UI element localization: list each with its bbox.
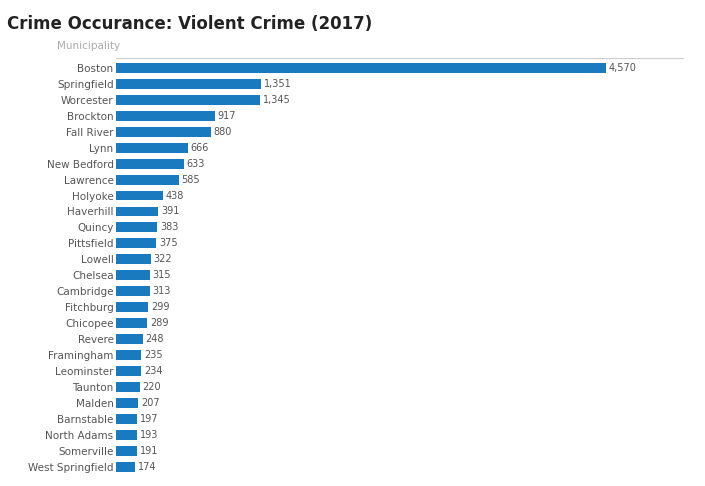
Text: 391: 391: [161, 207, 179, 216]
Text: 313: 313: [152, 286, 171, 296]
Bar: [116, 223, 157, 232]
Text: 322: 322: [154, 254, 172, 264]
Bar: [116, 366, 142, 376]
Bar: [116, 286, 150, 296]
Bar: [116, 430, 137, 440]
Bar: [116, 382, 140, 392]
Text: Crime Occurance: Violent Crime (2017): Crime Occurance: Violent Crime (2017): [7, 15, 372, 33]
Bar: [116, 191, 164, 200]
Text: 633: 633: [187, 158, 205, 169]
Text: 383: 383: [160, 223, 178, 232]
Text: 235: 235: [144, 350, 163, 360]
Bar: [116, 95, 260, 105]
Text: 207: 207: [141, 398, 160, 408]
Text: 375: 375: [159, 238, 178, 248]
Text: 315: 315: [153, 270, 171, 280]
Text: 917: 917: [217, 111, 235, 121]
Bar: [116, 63, 606, 73]
Bar: [116, 239, 157, 248]
Text: 220: 220: [142, 382, 161, 392]
Bar: [116, 462, 135, 471]
Bar: [116, 254, 151, 264]
Text: 1,345: 1,345: [263, 95, 290, 105]
Text: 197: 197: [140, 414, 159, 424]
Text: 191: 191: [140, 446, 158, 456]
Text: 248: 248: [145, 334, 164, 344]
Bar: [116, 302, 148, 312]
Text: 880: 880: [213, 127, 232, 137]
Bar: [116, 398, 138, 408]
Bar: [116, 207, 158, 216]
Bar: [116, 334, 143, 344]
Text: 299: 299: [151, 302, 169, 312]
Text: 4,570: 4,570: [608, 63, 636, 73]
Text: 174: 174: [137, 462, 156, 472]
Bar: [116, 143, 188, 153]
Text: 289: 289: [150, 318, 168, 328]
Bar: [116, 127, 211, 137]
Bar: [116, 350, 142, 360]
Bar: [116, 270, 150, 280]
Text: 1,351: 1,351: [264, 79, 291, 89]
Bar: [116, 79, 261, 89]
Text: 234: 234: [144, 366, 163, 376]
Text: 438: 438: [166, 191, 184, 201]
Bar: [116, 414, 137, 424]
Text: 193: 193: [140, 430, 158, 440]
Bar: [116, 174, 179, 185]
Text: 585: 585: [182, 174, 200, 185]
Bar: [116, 111, 214, 121]
Bar: [116, 446, 137, 456]
Text: 666: 666: [190, 143, 209, 153]
Text: Municipality: Municipality: [56, 41, 120, 51]
Bar: [116, 158, 184, 169]
Bar: [116, 318, 147, 328]
